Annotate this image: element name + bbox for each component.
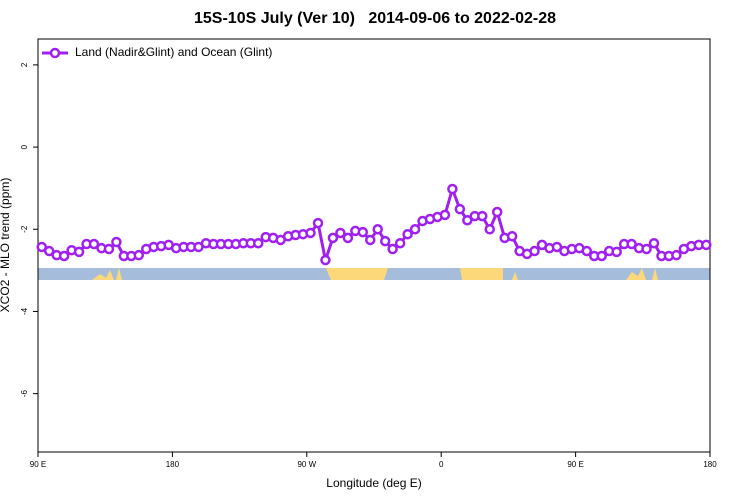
x-tick-label: 90 E: [30, 460, 46, 469]
y-tick-label: 0: [20, 144, 29, 149]
land-area: [92, 270, 114, 280]
data-point: [529, 245, 540, 257]
data-point: [305, 227, 316, 239]
data-point: [611, 246, 622, 258]
y-tick-label: -2: [20, 225, 29, 233]
data-point: [327, 232, 339, 244]
data-point: [365, 234, 376, 246]
data-point: [73, 246, 85, 258]
data-point: [387, 243, 398, 255]
x-tick-label: 0: [439, 460, 444, 469]
land-area: [116, 268, 122, 280]
data-point: [342, 232, 354, 244]
data-point: [484, 224, 495, 235]
data-point: [491, 206, 503, 218]
land-area: [460, 268, 503, 280]
data-point: [111, 236, 122, 248]
legend-marker: [49, 47, 61, 59]
data-point: [88, 238, 100, 250]
data-point: [596, 250, 607, 262]
y-tick-label: 2: [20, 62, 29, 67]
land-area: [512, 272, 518, 280]
data-point: [409, 224, 421, 235]
chart-title: 15S-10S July (Ver 10) 2014-09-06 to 2022…: [194, 10, 556, 27]
y-axis-title: XCO2 - MLO trend (ppm): [0, 178, 12, 313]
x-tick-label: 90 W: [297, 460, 316, 469]
data-point: [648, 237, 660, 249]
data-point: [581, 245, 593, 257]
land-area: [626, 268, 646, 280]
data-point: [671, 249, 682, 261]
data-point: [454, 203, 466, 215]
data-point: [394, 237, 406, 249]
data-point: [641, 243, 652, 255]
data-point: [312, 217, 324, 229]
data-point: [320, 254, 331, 266]
x-axis-title: Longitude (deg E): [326, 476, 421, 490]
data-point: [133, 249, 145, 261]
y-tick-label: -4: [20, 307, 29, 315]
land-area: [326, 268, 388, 280]
x-tick-label: 180: [166, 460, 180, 469]
data-point: [43, 245, 55, 257]
data-point: [439, 209, 451, 221]
land-area: [652, 268, 658, 280]
data-point: [58, 250, 70, 262]
data-point: [447, 183, 458, 195]
data-point: [103, 243, 115, 255]
x-tick-label: 90 E: [567, 460, 583, 469]
plot-frame: [37, 38, 711, 453]
y-tick-label: -6: [20, 390, 29, 398]
data-point: [357, 226, 369, 238]
data-point: [379, 235, 391, 247]
data-point: [402, 228, 413, 240]
data-point: [506, 231, 518, 242]
data-point: [701, 239, 712, 251]
legend-label: Land (Nadir&Glint) and Ocean (Glint): [75, 45, 272, 59]
x-tick-label: 180: [703, 460, 717, 469]
data-point: [626, 238, 637, 250]
land-ocean-band: [38, 268, 710, 280]
data-point: [253, 237, 264, 249]
data-point: [551, 241, 563, 253]
data-point: [335, 227, 346, 239]
data-point: [477, 210, 488, 222]
data-point: [36, 241, 47, 253]
data-point: [462, 214, 473, 226]
data-point: [372, 224, 383, 235]
